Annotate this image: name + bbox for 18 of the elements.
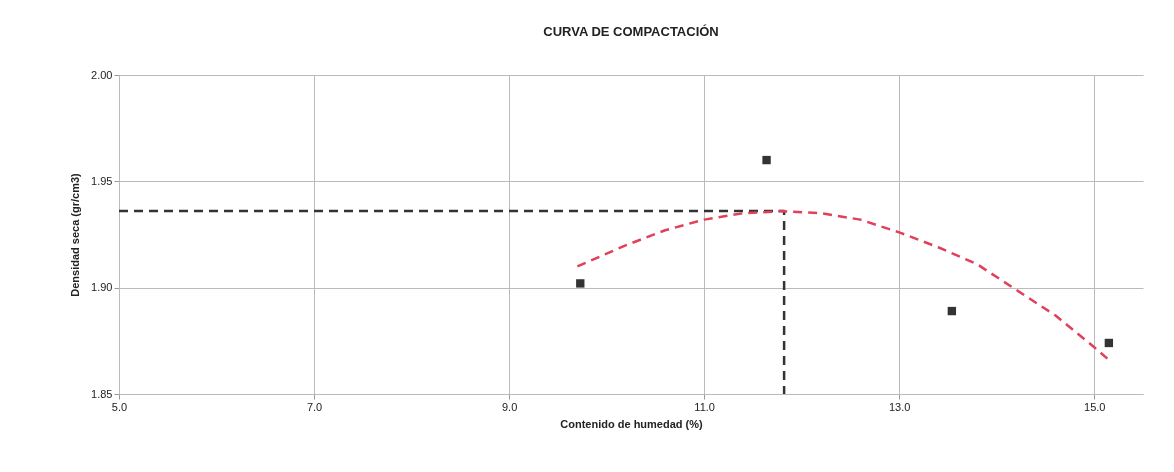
y-tick-label: 1.85 [91, 387, 113, 400]
x-tick-label: 15.0 [1084, 400, 1106, 413]
x-tick-label: 5.0 [111, 400, 128, 413]
point [762, 155, 771, 165]
x-tick-label: 13.0 [888, 400, 911, 413]
x-tick-label: 9.0 [501, 400, 518, 413]
y-axis-title: Densidad seca (gr/cm3) [69, 172, 82, 297]
point [576, 279, 585, 288]
y-tick-label: 2.00 [91, 68, 113, 81]
x-axis-title: Contenido de humedad (%) [560, 417, 704, 430]
point [947, 306, 957, 316]
line-series [576, 209, 1111, 362]
point [1104, 338, 1114, 348]
chart-title: CURVA DE COMPACTACIÓN [543, 24, 719, 39]
x-tick-label: 11.0 [694, 400, 715, 413]
y-tick-label: 1.95 [91, 174, 113, 187]
x-tick-label: 7.0 [306, 400, 323, 413]
y-tick-label: 1.90 [91, 281, 113, 294]
